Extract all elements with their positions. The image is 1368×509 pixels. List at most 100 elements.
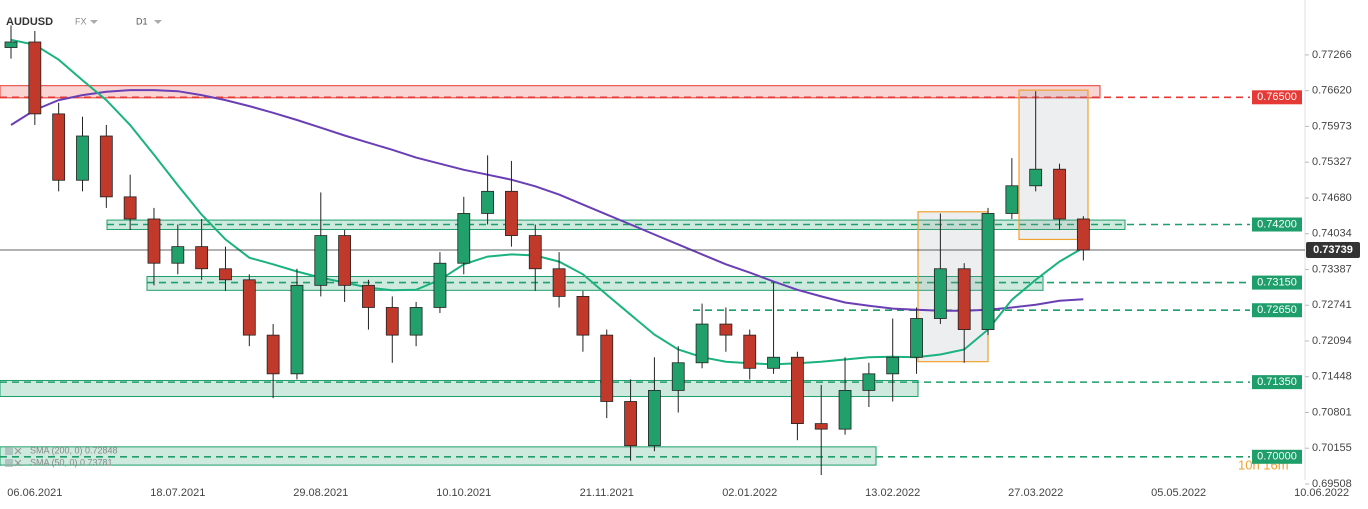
y-tick-label: 0.75973 xyxy=(1312,120,1352,132)
level-label-box xyxy=(1252,449,1302,464)
level-label: 0.72650 xyxy=(1257,304,1297,316)
candle-body xyxy=(719,323,733,336)
candle-body xyxy=(219,268,232,281)
zone xyxy=(0,379,919,398)
y-tick-label: 0.76620 xyxy=(1312,85,1352,97)
x-tick-label: 21.11.2021 xyxy=(580,487,634,499)
candle-body xyxy=(242,279,256,336)
candle-body xyxy=(1029,168,1043,187)
level-label-box xyxy=(1252,303,1302,318)
last-price-label: 0.73739 xyxy=(1313,244,1353,256)
x-tick-label: 05.05.2022 xyxy=(1151,487,1206,499)
price-labels: 0.77266 0.76620 0.75973 0.75327 0.74680 0.740… xyxy=(5,49,1360,499)
candle-body xyxy=(695,323,709,364)
y-tick-label: 0.70155 xyxy=(1312,442,1352,454)
timeframe[interactable]: D1 xyxy=(136,16,148,26)
candle-body xyxy=(957,268,971,330)
level-label: 0.74200 xyxy=(1257,218,1297,230)
candle-body xyxy=(195,246,209,270)
candle-body xyxy=(1053,168,1066,220)
level-label-box xyxy=(1252,90,1302,105)
candle-body xyxy=(790,356,804,425)
candle-body xyxy=(648,390,661,447)
candle-body xyxy=(123,196,137,220)
candle-body xyxy=(481,190,495,214)
candle-body xyxy=(838,390,852,430)
candle-body xyxy=(981,213,995,330)
legend-icon[interactable] xyxy=(5,447,13,455)
candle-body xyxy=(600,334,614,402)
last-price-box xyxy=(1306,242,1360,259)
y-tick-label: 0.75327 xyxy=(1312,156,1352,168)
legend-close[interactable] xyxy=(14,459,22,467)
candle-body xyxy=(76,135,89,181)
x-tick-label: 27.03.2022 xyxy=(1008,487,1063,499)
legend-close[interactable] xyxy=(14,447,22,455)
level-label: 0.73150 xyxy=(1257,276,1297,288)
x-tick-label: 10.06.2022 xyxy=(1294,487,1349,499)
candle-body xyxy=(886,356,900,375)
candle-body xyxy=(910,318,923,358)
zone xyxy=(0,446,877,466)
dropdown-arrow[interactable] xyxy=(154,20,162,24)
candle-body xyxy=(409,307,423,336)
candle-body xyxy=(99,135,113,198)
candle-body xyxy=(338,235,352,286)
x-tick-label: 10.10.2021 xyxy=(436,487,491,499)
y-tick-label: 0.71448 xyxy=(1312,371,1352,383)
sma-line xyxy=(10,89,1084,312)
level-label-box xyxy=(1252,217,1302,232)
legend-label: SMA (200, 0) 0.72848 xyxy=(30,445,118,455)
x-tick-label: 18.07.2021 xyxy=(150,487,205,499)
y-tick-label: 0.74680 xyxy=(1312,192,1352,204)
candle-body xyxy=(1005,185,1019,214)
candle-body xyxy=(552,268,566,297)
dropdown-arrow[interactable] xyxy=(90,20,98,24)
pattern-box xyxy=(917,211,989,363)
level-label-box xyxy=(1252,275,1302,290)
candle-body xyxy=(933,268,947,319)
y-tick-label: 0.72741 xyxy=(1312,299,1352,311)
candle-body xyxy=(862,373,876,391)
y-tick-label: 0.73387 xyxy=(1312,263,1352,275)
y-tick-label: 0.74034 xyxy=(1312,228,1352,240)
candle-body xyxy=(171,246,185,264)
candle-body xyxy=(671,362,685,391)
candle-body xyxy=(290,284,304,375)
candle-body xyxy=(814,423,828,430)
level-label: 0.70000 xyxy=(1257,451,1297,463)
x-tick-label: 13.02.2022 xyxy=(865,487,920,499)
zone xyxy=(0,85,1101,99)
candle-body xyxy=(505,190,518,236)
candle-body xyxy=(147,218,161,264)
candle-body xyxy=(457,213,471,264)
y-tick-label: 0.77266 xyxy=(1312,49,1352,61)
y-tick-label: 0.69508 xyxy=(1312,478,1352,490)
candle-body xyxy=(1076,218,1090,251)
candle-body xyxy=(576,296,590,336)
candle-body xyxy=(4,41,18,48)
legend-label: SMA (50, 0) 0.73781 xyxy=(30,457,113,467)
candle-body xyxy=(433,262,447,308)
candle-body xyxy=(385,307,399,336)
candle-body xyxy=(624,401,637,447)
candle-body xyxy=(743,334,757,369)
candle-body xyxy=(767,356,780,369)
sma-line xyxy=(10,38,1084,366)
level-label: 0.71350 xyxy=(1257,376,1297,388)
y-tick-label: 0.70801 xyxy=(1312,406,1352,418)
candle-body xyxy=(266,334,280,375)
x-tick-label: 29.08.2021 xyxy=(293,487,348,499)
legend-icon[interactable] xyxy=(5,459,13,467)
market[interactable]: FX xyxy=(75,16,87,26)
candle-body xyxy=(52,113,66,181)
level-label-box xyxy=(1252,375,1302,390)
candle-body xyxy=(528,235,542,270)
x-tick-label: 06.06.2021 xyxy=(7,487,62,499)
plot xyxy=(0,0,1309,485)
candle-body xyxy=(362,284,375,308)
symbol: AUDUSD xyxy=(6,16,53,28)
candle-body xyxy=(28,41,42,115)
level-label: 0.76500 xyxy=(1257,91,1297,103)
